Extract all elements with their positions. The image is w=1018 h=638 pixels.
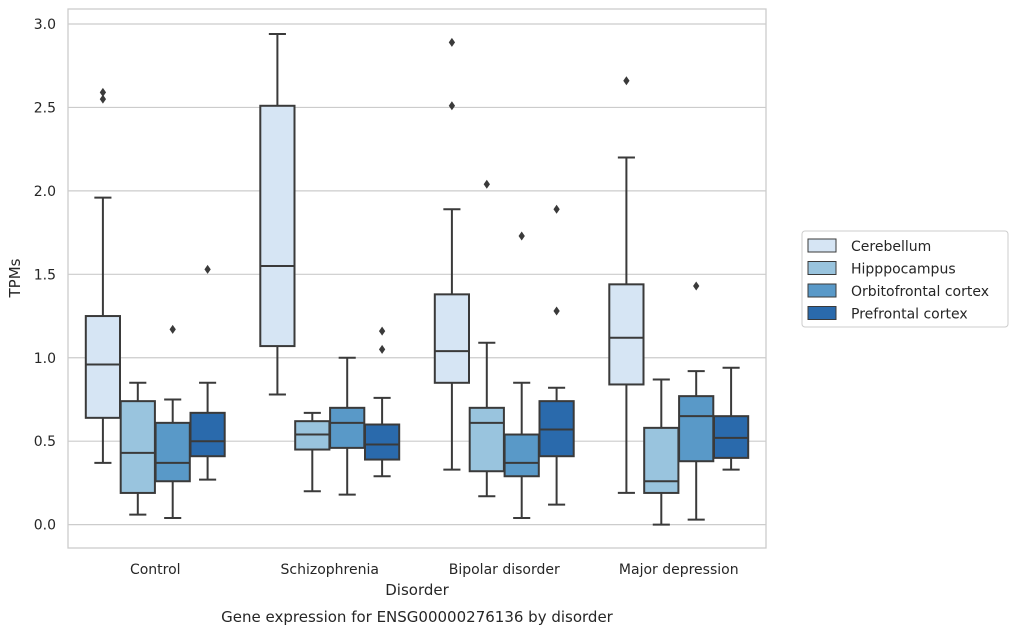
y-tick-label: 0.5 — [34, 434, 56, 450]
outlier-point — [169, 324, 176, 334]
y-tick-label: 1.0 — [34, 351, 56, 367]
y-tick-label: 3.0 — [34, 17, 56, 33]
legend-swatch — [807, 261, 837, 275]
x-tick-label: Bipolar disorder — [449, 562, 560, 578]
legend-swatch — [807, 238, 837, 253]
box-group — [119, 381, 156, 516]
box-group — [294, 411, 331, 493]
outlier-point — [518, 231, 525, 241]
legend-label: Prefrontal cortex — [851, 307, 968, 323]
box-group — [712, 366, 750, 471]
legend-item: Orbitofrontal cortex — [807, 283, 989, 300]
legend-swatch — [807, 306, 837, 320]
legend-item: Prefrontal cortex — [807, 306, 968, 323]
box-group — [538, 204, 575, 506]
outlier-point — [378, 326, 386, 336]
y-axis-label: TPMs — [6, 258, 24, 298]
box-group — [189, 264, 226, 481]
x-tick-label: Schizophrenia — [281, 562, 379, 578]
outlier-point — [693, 281, 700, 291]
box-group — [608, 76, 645, 494]
box-group — [363, 326, 401, 478]
y-tick-label: 2.0 — [34, 184, 56, 200]
x-tick-labels: Control Schizophrenia Bipolar disorder Majo… — [130, 562, 739, 578]
box-iqr — [189, 411, 226, 458]
legend-label: Cerebellum — [851, 239, 931, 255]
y-tick-label: 1.5 — [34, 267, 56, 283]
box-group — [643, 378, 680, 526]
box-iqr — [468, 406, 505, 473]
box-iqr — [363, 423, 401, 461]
outlier-point — [448, 37, 456, 47]
box-iqr — [154, 421, 191, 483]
y-tick-labels: 0.0 0.5 1.0 1.5 2.0 2.5 3.0 — [34, 17, 56, 534]
box-marks — [84, 33, 750, 526]
legend-label: Hipppocampus — [851, 262, 956, 278]
outlier-point — [99, 94, 107, 104]
box-iqr — [119, 400, 156, 494]
box-group — [329, 356, 366, 496]
box-group — [503, 231, 540, 519]
box-group — [678, 281, 715, 521]
outlier-point — [448, 101, 456, 111]
x-tick-label: Major depression — [619, 562, 739, 578]
box-group — [468, 179, 505, 498]
box-group — [84, 87, 122, 464]
box-iqr — [503, 433, 540, 478]
outlier-point — [553, 204, 560, 214]
outlier-point — [204, 264, 211, 274]
legend-frame — [801, 230, 1009, 328]
legend-item: Cerebellum — [807, 238, 931, 255]
legend-swatch — [807, 283, 837, 298]
box-iqr — [259, 104, 296, 348]
box-iqr — [608, 283, 645, 386]
box-iqr — [643, 426, 680, 494]
y-tick-label: 0.0 — [34, 518, 56, 534]
plot-frame — [67, 8, 767, 549]
outlier-point — [483, 179, 490, 189]
outlier-point — [99, 87, 107, 97]
legend: Cerebellum Hipppocampus Orbitofrontal cort… — [801, 230, 1009, 328]
box-group — [259, 33, 296, 396]
outlier-point — [553, 306, 560, 316]
box-iqr — [84, 315, 122, 419]
box-iqr — [433, 293, 471, 384]
outlier-point — [378, 344, 386, 354]
legend-item: Hipppocampus — [807, 261, 956, 278]
chart-caption: Gene expression for ENSG00000276136 by d… — [221, 608, 614, 626]
legend-items: Cerebellum Hipppocampus Orbitofrontal cort… — [807, 238, 989, 323]
box-iqr — [329, 406, 366, 449]
y-tick-label: 2.5 — [34, 100, 56, 116]
x-axis-label: Disorder — [385, 581, 449, 599]
box-iqr — [678, 395, 715, 463]
box-group — [154, 324, 191, 519]
outlier-point — [623, 76, 630, 86]
box-group — [433, 37, 471, 471]
x-tick-label: Control — [130, 562, 181, 578]
legend-label: Orbitofrontal cortex — [851, 284, 989, 300]
